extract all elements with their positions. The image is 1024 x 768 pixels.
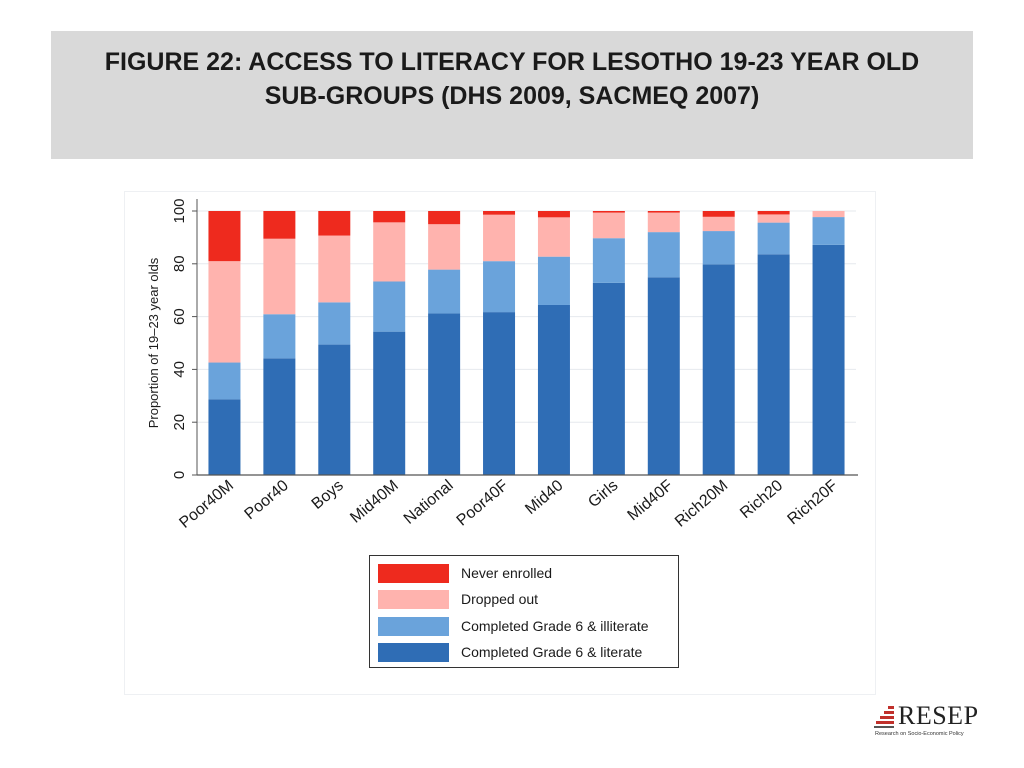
legend-swatch-dropped-out — [378, 589, 449, 609]
bar-segment — [537, 256, 570, 305]
legend-swatch-never-enrolled — [378, 563, 449, 583]
bar-segment — [592, 282, 625, 475]
bar-segment — [428, 211, 461, 225]
bar-segment — [812, 217, 845, 245]
bar-segment — [702, 264, 735, 475]
legend-label-never-enrolled: Never enrolled — [461, 565, 553, 581]
x-tick-label: Poor40M — [176, 477, 237, 532]
y-tick-label: 20 — [171, 414, 188, 431]
bar-segment — [373, 222, 406, 282]
bar-segment — [208, 399, 241, 475]
x-tick-label: Mid40M — [347, 477, 402, 527]
bar-segment — [373, 331, 406, 475]
bar-segment — [318, 344, 351, 475]
bar-segment — [757, 214, 790, 223]
bar-segment — [483, 261, 516, 313]
x-tick-label: Poor40F — [454, 477, 512, 530]
bar-segment — [483, 211, 516, 215]
logo-bars-icon — [874, 706, 894, 728]
bar-segment — [537, 211, 570, 218]
bar-segment — [483, 312, 516, 475]
y-tick-label: 100 — [171, 198, 188, 223]
legend-swatch-completed-illiterate — [378, 616, 449, 636]
legend-item-dropped-out: Dropped out — [378, 589, 538, 609]
stacked-bar-chart: 0 20 40 60 80 100 Proportion of 19–23 year old… — [146, 198, 858, 532]
bar-segment — [812, 211, 845, 218]
bar-segment — [647, 277, 680, 475]
bar-segment — [318, 211, 351, 236]
y-tick-label: 40 — [171, 361, 188, 378]
legend-label-completed-literate: Completed Grade 6 & literate — [461, 644, 643, 660]
bar-segment — [537, 304, 570, 475]
y-tick-label: 60 — [171, 308, 188, 325]
legend-item-never-enrolled: Never enrolled — [378, 563, 552, 583]
bar-segment — [757, 254, 790, 475]
bar-segment — [647, 232, 680, 278]
x-tick-label: Boys — [309, 477, 347, 513]
x-tick-label: Girls — [585, 477, 621, 511]
bar-segment — [208, 261, 241, 363]
bar-segment — [757, 222, 790, 255]
legend-item-completed-illiterate: Completed Grade 6 & illiterate — [378, 616, 649, 636]
bar-segment — [647, 212, 680, 233]
x-tick-label: Rich20 — [737, 477, 786, 522]
bar-segment — [318, 302, 351, 345]
page-title: FIGURE 22: ACCESS TO LITERACY FOR LESOTH… — [104, 48, 920, 110]
legend-swatch-completed-literate — [378, 642, 449, 662]
x-tick-label: Mid40 — [522, 477, 566, 518]
x-tick-label: Mid40F — [625, 477, 677, 524]
legend-label-completed-illiterate: Completed Grade 6 & illiterate — [461, 618, 649, 634]
bar-segment — [537, 217, 570, 257]
bar-segment — [428, 269, 461, 314]
y-axis-label: Proportion of 19–23 year olds — [146, 257, 161, 428]
resep-logo: RESEP Research on Socio-Economic Policy — [874, 701, 984, 739]
y-tick-label: 0 — [171, 471, 188, 479]
x-tick-label: Rich20F — [785, 477, 842, 528]
x-tick-label: National — [401, 477, 457, 528]
bar-segment — [592, 238, 625, 283]
bar-segment — [208, 211, 241, 262]
bar-segment — [592, 211, 625, 213]
bar-segment — [647, 211, 680, 213]
legend-label-dropped-out: Dropped out — [461, 591, 539, 607]
bar-segment — [263, 211, 296, 239]
bar-segment — [812, 244, 845, 475]
bar-segment — [318, 235, 351, 303]
bar-segment — [428, 224, 461, 270]
logo-tagline: Research on Socio-Economic Policy — [875, 731, 964, 737]
bar-segment — [263, 358, 296, 475]
chart-frame: 0 20 40 60 80 100 Proportion of 19–23 year old… — [124, 191, 876, 695]
bar-segment — [428, 313, 461, 475]
bar-segment — [757, 211, 790, 215]
chart-legend: Never enrolled Dropped out Completed Gra… — [369, 555, 679, 668]
bar-segment — [592, 212, 625, 239]
bar-segment — [373, 281, 406, 332]
bar-segment — [263, 238, 296, 315]
y-tick-label: 80 — [171, 255, 188, 272]
legend-item-completed-literate: Completed Grade 6 & literate — [378, 642, 642, 662]
bar-segment — [483, 214, 516, 262]
bar-segment — [702, 231, 735, 265]
logo-wordmark: RESEP — [898, 701, 979, 730]
bar-segment — [208, 362, 241, 400]
bar-segment — [702, 211, 735, 217]
x-tick-label: Poor40 — [241, 477, 292, 523]
x-tick-label: Rich20M — [672, 477, 731, 531]
bar-segment — [702, 216, 735, 232]
bar-segment — [373, 211, 406, 223]
bar-segment — [263, 314, 296, 359]
title-band: FIGURE 22: ACCESS TO LITERACY FOR LESOTH… — [51, 31, 973, 159]
